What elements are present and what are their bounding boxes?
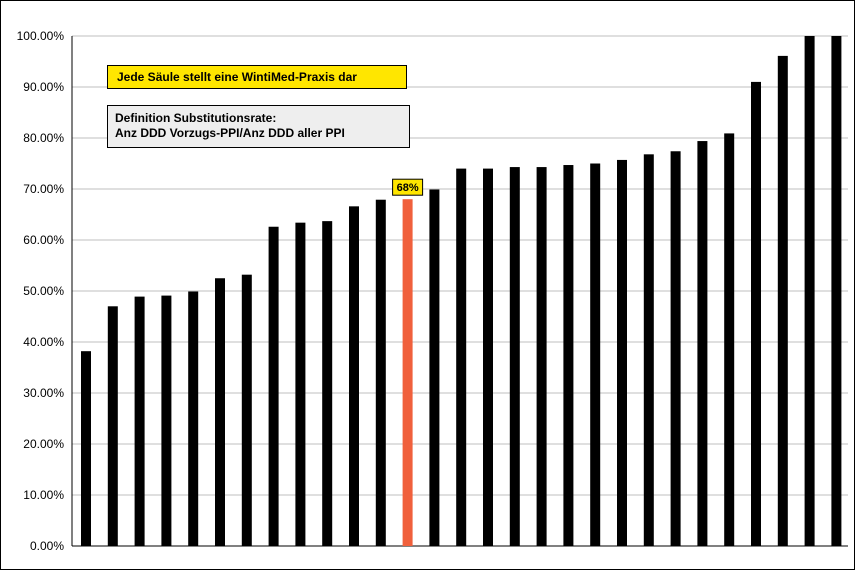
bar (483, 168, 493, 546)
annotation-practice-note: Jede Säule stellt eine WintiMed-Praxis d… (107, 65, 407, 89)
y-tick-label: 60.00% (23, 233, 64, 247)
y-tick-label: 20.00% (23, 437, 64, 451)
bar (188, 291, 199, 546)
bar (134, 296, 145, 546)
y-tick-label: 80.00% (23, 131, 64, 145)
bar (751, 81, 761, 547)
bar (215, 278, 225, 546)
bar (375, 199, 386, 546)
y-axis: 0.00% 10.00% 20.00% 30.00% 40.00% 50.00% 60.00… (17, 29, 73, 553)
y-tick-label: 10.00% (23, 488, 64, 502)
y-tick-label: 0.00% (30, 539, 64, 553)
bar (724, 133, 735, 546)
bar (268, 226, 279, 547)
bar (536, 167, 547, 546)
bar (81, 351, 91, 546)
bar (241, 274, 252, 546)
bar (670, 151, 681, 546)
bar (697, 141, 708, 546)
y-tick-label: 100.00% (17, 29, 65, 43)
bar (349, 206, 359, 546)
bar (322, 221, 333, 546)
y-tick-label: 30.00% (23, 386, 64, 400)
y-tick-label: 70.00% (23, 182, 64, 196)
bar (107, 306, 118, 546)
highlight-label-box (392, 178, 424, 196)
highlight-data-label: 68% (397, 182, 419, 194)
y-tick-label: 90.00% (23, 80, 64, 94)
bar (643, 154, 654, 546)
definition-line-1: Definition Substitutionsrate: (115, 111, 277, 125)
bar (429, 189, 440, 546)
bar (456, 168, 467, 546)
data-labels: 68% (392, 178, 424, 196)
y-tick-label: 40.00% (23, 335, 64, 349)
bar (617, 159, 627, 546)
bars (81, 36, 842, 547)
annotation-definition-note: Definition Substitutionsrate: Anz DDD Vo… (107, 105, 410, 148)
definition-line-2: Anz DDD Vorzugs-PPI/Anz DDD aller PPI (115, 126, 345, 140)
bar (161, 295, 172, 546)
bar (563, 165, 574, 546)
bar (804, 36, 815, 546)
bar (590, 163, 601, 546)
y-tick-label: 50.00% (23, 284, 64, 298)
bar (509, 167, 520, 546)
bar (831, 36, 842, 546)
bar (295, 222, 306, 546)
bar-highlighted (402, 199, 413, 546)
bar (777, 55, 788, 546)
